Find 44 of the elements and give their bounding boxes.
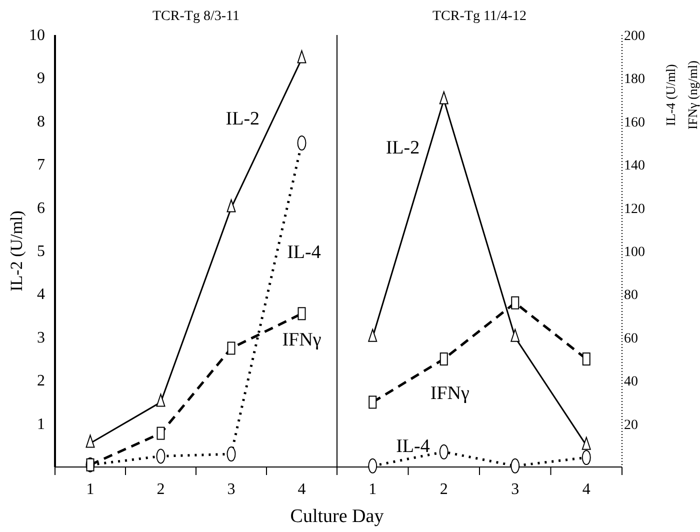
- x-tick-label: 3: [227, 481, 236, 498]
- y-axis-title: IL-2 (U/ml): [7, 210, 26, 292]
- x-axis-title: Culture Day: [290, 506, 384, 527]
- point: [156, 394, 166, 407]
- chart-title: TCR-Tg 8/3-11: [152, 9, 240, 24]
- y2-tick-label: 40: [624, 374, 638, 390]
- y2-axis-title: IL-4 (U/ml): [663, 64, 678, 126]
- y2-tick-label: 120: [624, 202, 645, 217]
- y-tick-label: 5: [37, 243, 45, 260]
- point: [226, 199, 236, 212]
- x-tick-label: 4: [298, 481, 306, 498]
- y2-tick-label: 200: [624, 29, 645, 44]
- y-tick-label: 3: [37, 329, 45, 346]
- y-tick-label: 6: [37, 200, 45, 217]
- y-tick-label: 8: [37, 113, 45, 130]
- y-tick-label: 4: [37, 286, 45, 304]
- x-tick-label: 1: [368, 481, 377, 498]
- x-tick-label: 2: [156, 481, 165, 498]
- series-label: IFNγ: [430, 383, 470, 404]
- x-tick-label: 2: [440, 481, 448, 498]
- y2-tick-label: 140: [624, 158, 645, 174]
- series-label: IFNγ: [282, 330, 322, 351]
- x-tick-label: 4: [582, 481, 590, 498]
- x-tick-label: 1: [86, 481, 94, 498]
- y-tick-label: 7: [37, 156, 45, 174]
- y2-tick-label: 80: [624, 288, 638, 304]
- y-tick-label: 10: [29, 27, 45, 44]
- y2-tick-label: 100: [624, 245, 645, 260]
- series-label: IL-2: [386, 137, 420, 158]
- series-label: IL-4: [396, 436, 430, 457]
- y-tick-label: 9: [37, 70, 45, 88]
- y-tick-label: 2: [37, 372, 45, 390]
- y2-tick-label: 160: [624, 115, 645, 130]
- y2-tick-label: 20: [624, 418, 638, 433]
- y2-tick-label: 60: [624, 331, 638, 346]
- point: [297, 50, 306, 64]
- x-tick-label: 3: [511, 481, 520, 498]
- y-tick-label: 1: [37, 416, 45, 433]
- series-label: IL-4: [287, 242, 322, 263]
- chart-title: TCR-Tg 11/4-12: [432, 9, 526, 24]
- text: IFNγ (ng/ml): [685, 60, 700, 130]
- y2-tick-label: 180: [624, 72, 645, 88]
- point: [86, 434, 95, 448]
- series-label: IL-2: [226, 108, 260, 130]
